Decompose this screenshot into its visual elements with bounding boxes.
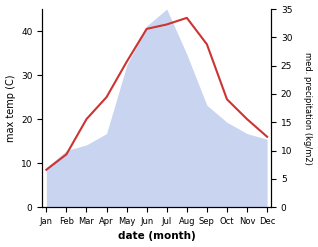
X-axis label: date (month): date (month)	[118, 231, 196, 242]
Y-axis label: max temp (C): max temp (C)	[5, 74, 16, 142]
Y-axis label: med. precipitation (kg/m2): med. precipitation (kg/m2)	[303, 52, 313, 165]
